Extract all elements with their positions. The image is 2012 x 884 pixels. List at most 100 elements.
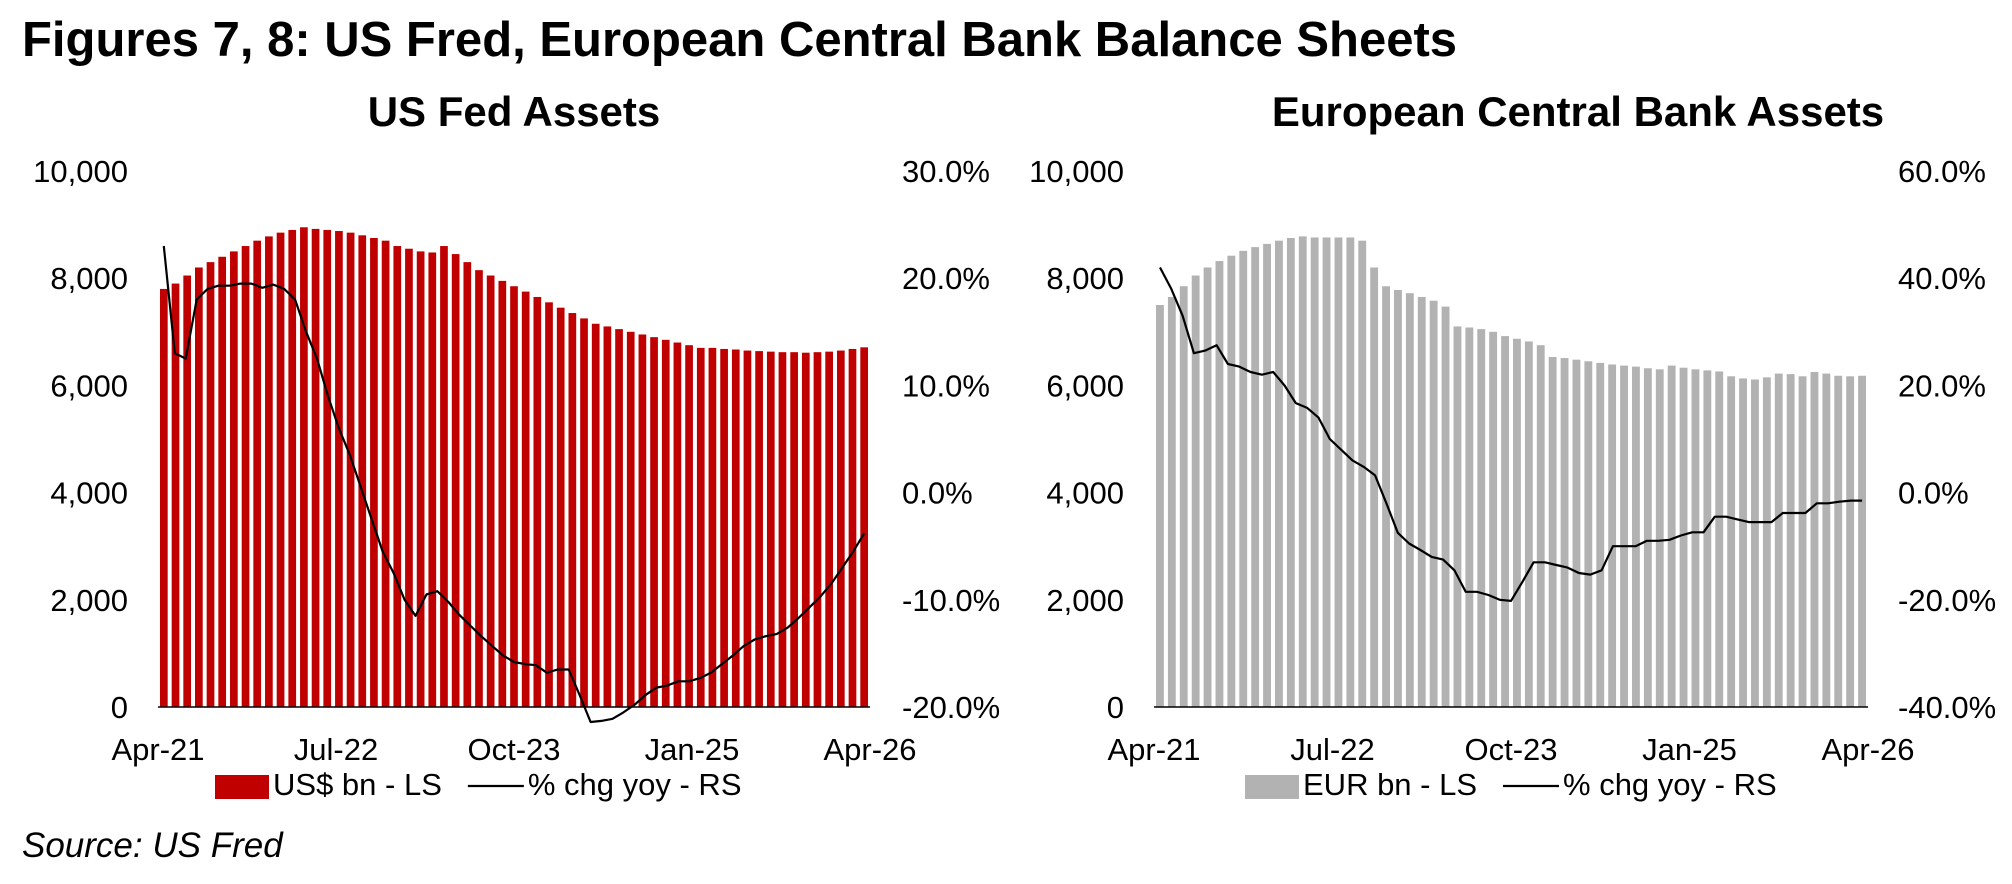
- bar: [1370, 267, 1379, 707]
- bar: [416, 251, 425, 707]
- bar: [1322, 237, 1331, 707]
- legend-swatch-bar: [1245, 775, 1299, 799]
- bar: [638, 334, 647, 707]
- bar: [1310, 237, 1319, 707]
- y-left-tick-label: 8,000: [50, 261, 128, 296]
- bar: [1191, 275, 1200, 707]
- yoy-change-line: [1159, 266, 1863, 603]
- bar: [393, 246, 402, 708]
- bar: [1239, 250, 1248, 708]
- bar: [1275, 240, 1283, 707]
- legend-swatch-bar: [215, 775, 269, 799]
- bar: [370, 238, 378, 707]
- yoy-change-line: [162, 245, 866, 724]
- y-right-tick-label: 20.0%: [1898, 368, 1986, 403]
- bar: [183, 275, 192, 707]
- bar: [1453, 326, 1462, 707]
- bar: [1834, 375, 1843, 707]
- bar: [1417, 296, 1426, 707]
- bar: [1465, 327, 1474, 707]
- bar: [568, 313, 577, 707]
- bar: [451, 254, 460, 707]
- y-left-tick-label: 2,000: [50, 583, 128, 618]
- bar: [1560, 358, 1569, 707]
- bar: [778, 352, 787, 707]
- bar: [743, 350, 752, 707]
- bar: [1715, 371, 1724, 707]
- bar: [1798, 376, 1807, 707]
- bar: [1513, 338, 1521, 707]
- bar: [288, 229, 297, 707]
- bar: [510, 286, 518, 707]
- bar: [1477, 329, 1486, 707]
- bar: [1822, 373, 1831, 707]
- bar: [1858, 375, 1866, 707]
- y-right-tick-label: 20.0%: [902, 261, 990, 296]
- bar: [1667, 365, 1676, 707]
- bar: [276, 232, 285, 707]
- bar: [603, 326, 612, 707]
- bar: [498, 280, 507, 707]
- y-right-tick-label: 40.0%: [1898, 261, 1986, 296]
- source-note: Source: US Fred: [22, 826, 283, 865]
- bar: [1382, 286, 1390, 707]
- x-tick-label: Jan-25: [645, 732, 740, 767]
- x-tick-label: Apr-26: [1821, 732, 1914, 767]
- bar: [206, 262, 215, 707]
- x-tick-label: Apr-21: [1107, 732, 1200, 767]
- legend-label-bar: US$ bn - LS: [273, 767, 442, 802]
- bar: [1441, 306, 1450, 707]
- bar: [708, 347, 717, 707]
- bar: [1727, 376, 1736, 707]
- bar: [1501, 336, 1509, 707]
- bar: [335, 231, 343, 707]
- bar: [405, 248, 413, 707]
- bar: [626, 331, 635, 707]
- bar: [591, 323, 600, 707]
- bar: [1429, 300, 1438, 707]
- bar: [428, 252, 437, 707]
- y-right-tick-label: 30.0%: [902, 154, 990, 189]
- bar: [801, 352, 810, 707]
- bar: [159, 288, 168, 707]
- bar: [766, 351, 775, 707]
- bar: [1584, 361, 1593, 707]
- bar: [1251, 247, 1260, 708]
- x-tick-label: Jan-25: [1642, 732, 1737, 767]
- bar: [848, 348, 857, 707]
- x-tick-label: Apr-21: [111, 732, 204, 767]
- bar: [650, 337, 658, 707]
- bar: [615, 329, 623, 707]
- legend-label-line: % chg yoy - RS: [1563, 767, 1777, 802]
- bar: [720, 348, 728, 707]
- bar: [1536, 345, 1545, 707]
- bar: [1762, 377, 1771, 707]
- bar: [1608, 364, 1617, 707]
- bar: [1846, 376, 1855, 707]
- bar: [1215, 261, 1224, 707]
- bar: [1298, 236, 1307, 707]
- y-right-tick-label: 60.0%: [1898, 154, 1986, 189]
- bar: [1751, 379, 1759, 707]
- y-right-tick-label: 10.0%: [902, 368, 990, 403]
- y-left-tick-label: 6,000: [50, 368, 128, 403]
- bar: [673, 342, 682, 707]
- y-left-tick-label: 0: [111, 690, 128, 725]
- bar: [1548, 356, 1557, 707]
- y-right-tick-label: -10.0%: [902, 583, 1000, 618]
- bar: [1346, 237, 1355, 707]
- bar: [1179, 286, 1188, 707]
- y-right-tick-label: -20.0%: [902, 690, 1000, 725]
- bar: [323, 229, 332, 707]
- bar: [825, 351, 833, 707]
- bar: [1263, 243, 1271, 707]
- bar: [230, 251, 238, 707]
- bar: [1691, 369, 1700, 707]
- bar: [521, 291, 530, 707]
- x-tick-label: Oct-23: [467, 732, 560, 767]
- bar: [440, 246, 448, 708]
- bar: [1489, 331, 1498, 707]
- bar: [195, 267, 203, 707]
- x-tick-label: Jul-22: [294, 732, 378, 767]
- bar: [358, 235, 367, 707]
